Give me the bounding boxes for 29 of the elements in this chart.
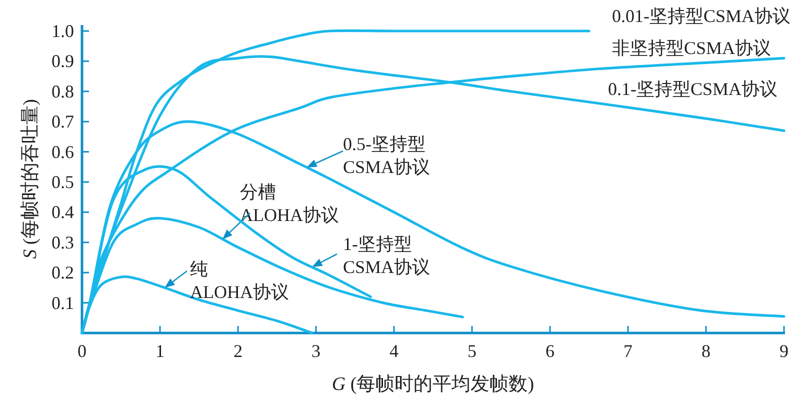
x-tick-label: 5: [468, 341, 476, 361]
y-tick-label: 0.2: [52, 262, 74, 283]
y-tick-label: 1.0: [52, 21, 74, 41]
y-tick-label: 0.7: [52, 112, 74, 132]
series-label: 0.1-坚持型CSMA协议: [608, 79, 778, 99]
x-tick-label: 6: [546, 341, 554, 361]
y-axis-title: S (每帧时的吞吐量): [20, 99, 41, 259]
y-tick-label: 0.3: [52, 232, 74, 252]
x-axis-title: G (每帧时的平均发帧数): [332, 374, 534, 395]
series-label: 纯 ALOHA协议: [190, 259, 289, 302]
x-tick-label: 4: [390, 341, 398, 361]
x-tick-label: 9: [780, 341, 788, 361]
series-label: 分槽 ALOHA协议: [240, 182, 339, 225]
x-tick-label: 0: [78, 341, 86, 361]
series-label: 0.01-坚持型CSMA协议: [612, 6, 791, 26]
y-tick-label: 0.5: [52, 172, 74, 192]
x-tick-label: 3: [312, 341, 320, 361]
series-label: 非坚持型CSMA协议: [612, 38, 772, 58]
series-label: 1-坚持型 CSMA协议: [343, 234, 430, 277]
x-tick-label: 8: [702, 341, 710, 361]
x-tick-label: 2: [234, 341, 242, 361]
y-tick-label: 0.9: [52, 51, 74, 72]
series-label: 0.5-坚持型 CSMA协议: [343, 134, 430, 177]
x-tick-label: 7: [624, 341, 632, 361]
y-tick-label: 0.1: [52, 292, 74, 313]
y-tick-label: 0.8: [52, 81, 74, 102]
x-tick-label: 1: [156, 341, 164, 361]
y-tick-label: 0.6: [52, 142, 74, 162]
y-tick-label: 0.4: [52, 202, 74, 222]
